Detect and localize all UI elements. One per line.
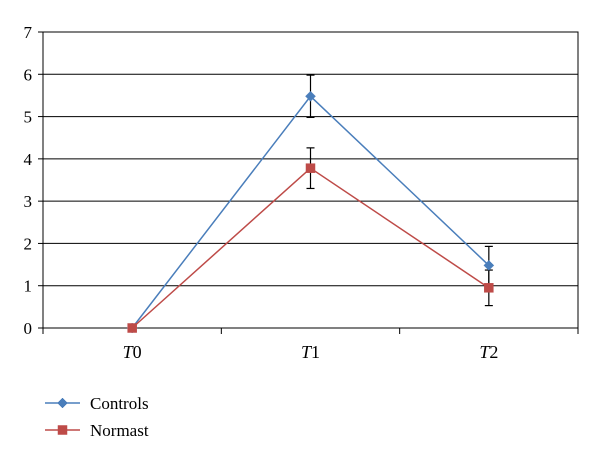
y-tick-label: 7 (24, 23, 33, 42)
series-controls (131, 95, 490, 329)
y-tick-label: 1 (24, 277, 33, 296)
plot-area (42, 31, 579, 329)
y-tick-label: 0 (24, 319, 33, 338)
data-point (305, 163, 316, 173)
x-tick-index: 2 (489, 342, 498, 362)
x-tick-labels: T0 T1 T2 (123, 342, 499, 362)
x-tick-label: T1 (301, 342, 320, 362)
legend-marker (57, 397, 68, 409)
data-point (483, 260, 495, 271)
y-tick-label: 3 (24, 192, 33, 211)
legend-marker (57, 425, 68, 435)
x-tick-index: 1 (311, 342, 320, 362)
x-tick-letter: T (301, 342, 313, 362)
x-tick-index: 0 (133, 342, 142, 362)
data-point (484, 283, 494, 293)
legend-label: Normast (90, 421, 149, 440)
series-line (131, 167, 490, 329)
y-tick-label: 5 (24, 108, 33, 127)
y-tick-label: 6 (24, 65, 33, 84)
x-tick-label: T2 (479, 342, 498, 362)
error-bars-controls (306, 74, 493, 286)
series (126, 74, 495, 334)
data-point (127, 323, 137, 333)
series-line (131, 95, 490, 329)
series-normast (131, 167, 490, 329)
x-tick-letter: T (123, 342, 135, 362)
legend: Controls Normast (45, 394, 149, 440)
legend-label: Controls (90, 394, 149, 413)
x-tick-letter: T (479, 342, 491, 362)
y-tick-label: 4 (24, 150, 33, 169)
markers-controls (126, 90, 495, 334)
x-tick-label: T0 (123, 342, 142, 362)
error-bars-normast (306, 147, 493, 307)
y-tick-label: 2 (24, 234, 33, 253)
data-point (305, 90, 316, 102)
legend-item-normast: Normast (45, 421, 149, 440)
legend-item-controls: Controls (45, 394, 149, 413)
axes (38, 31, 579, 334)
y-tick-labels: 0 1 2 3 4 5 6 7 (24, 23, 33, 338)
markers-normast (127, 163, 494, 333)
